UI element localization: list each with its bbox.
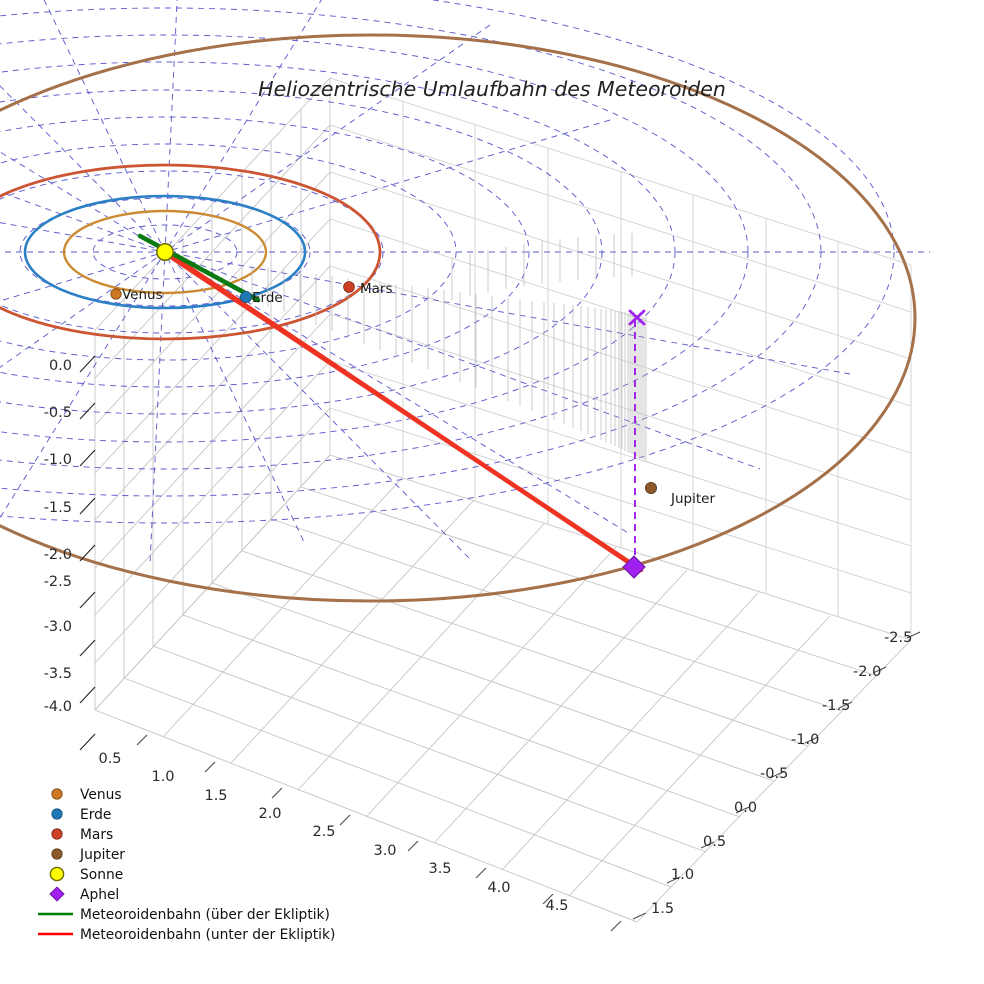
y-tick-label: -1.5 (822, 698, 850, 714)
planet-orbits (0, 33, 917, 603)
z-tick-label: -3.5 (44, 666, 72, 682)
x-tick-label: 1.0 (151, 769, 174, 785)
x-tick-label: 0.5 (98, 751, 121, 767)
z-axis: 0.0 -0.5 -1.0 -1.5 -2.0 -2.5 -3.0 -3.5 -… (44, 355, 96, 751)
legend-label: Erde (80, 807, 111, 823)
aphel-projection-x-icon (628, 309, 646, 326)
x-tick-label: 2.5 (312, 824, 335, 840)
legend-label: Aphel (80, 887, 119, 903)
left-wall-pane-grid (94, 77, 331, 711)
label-jupiter: Jupiter (670, 491, 715, 507)
legend-item-erde[interactable]: Erde (51, 807, 112, 823)
x-tick-label: 4.0 (487, 880, 510, 896)
body-markers (110, 243, 658, 579)
orbit-erde (23, 194, 307, 310)
orbit-venus (62, 209, 268, 295)
z-tick-label: -3.0 (44, 619, 72, 635)
y-tick-label: -1.0 (791, 732, 819, 748)
legend-item-venus[interactable]: Venus (51, 787, 122, 803)
y-tick-label: -2.5 (884, 630, 912, 646)
x-tick-label: 1.5 (204, 788, 227, 804)
marker-venus (110, 288, 122, 300)
x-tick-label: 3.5 (428, 861, 451, 877)
y-tick-label: -0.5 (760, 766, 788, 782)
label-mars: Mars (360, 281, 393, 297)
orbit-jupiter (0, 33, 917, 603)
legend-marker-aphel-icon (49, 886, 65, 902)
z-tick-label: -2.0 (44, 547, 72, 563)
legend-label: Sonne (80, 867, 123, 883)
page-title: Heliozentrische Umlaufbahn des Meteoroid… (258, 77, 726, 101)
legend-label: Meteoroidenbahn (unter der Ekliptik) (80, 927, 335, 943)
legend-marker-jupiter-icon (51, 848, 63, 860)
marker-mars (343, 281, 355, 293)
legend-label: Mars (80, 827, 113, 843)
z-tick-label: 0.0 (49, 358, 72, 374)
legend-item-aphel[interactable]: Aphel (49, 886, 119, 903)
marker-aphel (622, 555, 646, 579)
x-tick-label: 4.5 (545, 898, 568, 914)
legend-item-sonne[interactable]: Sonne (49, 866, 123, 883)
z-tick-label: -1.0 (44, 452, 72, 468)
y-tick-label: 1.0 (671, 867, 694, 883)
legend-marker-sonne-icon (49, 866, 65, 882)
y-axis: 1.5 1.0 0.5 0.0 -0.5 -1.0 -1.5 -2.0 -2.5 (632, 630, 921, 920)
orbit-mars (0, 163, 382, 341)
legend-item-jupiter[interactable]: Jupiter (51, 847, 126, 863)
legend-item-mars[interactable]: Mars (51, 827, 113, 843)
marker-sonne (156, 243, 174, 261)
floor-pane-grid (94, 454, 912, 923)
legend-item-ueber-ekliptik[interactable]: Meteoroidenbahn (über der Ekliptik) (38, 907, 330, 923)
z-tick-label: -1.5 (44, 500, 72, 516)
right-wall-pane-grid (329, 77, 912, 641)
legend: Venus Erde Mars Jupiter Sonne (38, 787, 335, 943)
z-tick-label: -0.5 (44, 405, 72, 421)
z-tick-label: -2.5 (44, 574, 72, 590)
y-tick-label: 1.5 (651, 901, 674, 917)
z-tick-label: -4.0 (44, 699, 72, 715)
z-axis-tick-marks (79, 355, 96, 751)
y-tick-label: -2.0 (853, 664, 881, 680)
x-tick-label: 2.0 (258, 806, 281, 822)
legend-marker-mars-icon (51, 828, 63, 840)
y-tick-label: 0.0 (734, 800, 757, 816)
legend-item-unter-ekliptik[interactable]: Meteoroidenbahn (unter der Ekliptik) (38, 927, 335, 943)
label-venus: Venus (122, 287, 163, 303)
body-labels: Venus Erde Mars Jupiter (122, 281, 715, 507)
trajectory-below-ecliptic-inbound (168, 254, 644, 573)
x-axis: 0.5 1.0 1.5 2.0 2.5 3.0 3.5 4.0 4.5 (98, 734, 622, 932)
trajectory-stem-lines (251, 233, 647, 461)
x-tick-label: 3.0 (373, 843, 396, 859)
legend-marker-erde-icon (51, 808, 63, 820)
axes-3d-panes (94, 77, 912, 923)
marker-jupiter (645, 481, 658, 494)
label-erde: Erde (252, 290, 283, 306)
legend-label: Venus (80, 787, 122, 803)
x-axis-tick-marks (136, 734, 622, 932)
marker-erde (239, 290, 252, 303)
y-axis-tick-marks (632, 631, 921, 920)
legend-label: Meteoroidenbahn (über der Ekliptik) (80, 907, 330, 923)
legend-marker-venus-icon (51, 788, 63, 800)
y-tick-label: 0.5 (703, 834, 726, 850)
legend-label: Jupiter (79, 847, 125, 863)
